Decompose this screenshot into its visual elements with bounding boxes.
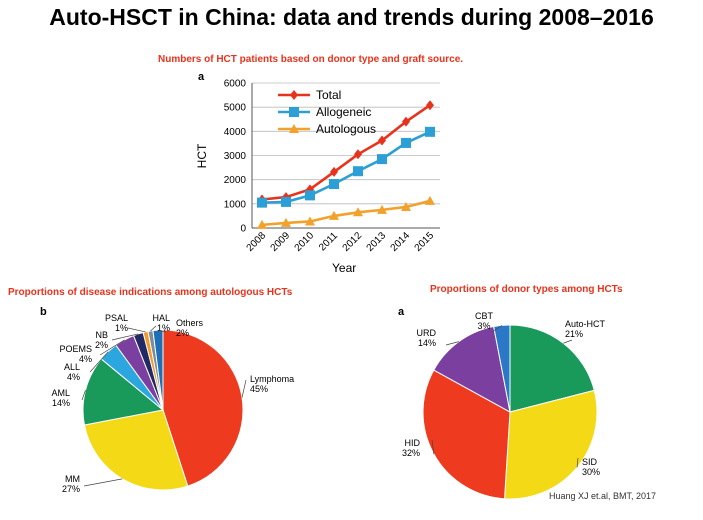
donor-pie-subtitle: Proportions of donor types among HCTs [430,284,623,295]
line-series-group [257,100,435,229]
line-y-tick-label: 3000 [224,151,247,162]
line-y-tick-label: 2000 [224,175,247,186]
data-point-total [378,135,386,146]
data-point-total [426,100,434,111]
line-y-tick-label: 1000 [224,199,247,210]
data-point-allogeneic [401,137,411,148]
data-point-autologous [257,219,267,229]
legend-label-allogeneic: Allogeneic [316,105,371,119]
data-point-allogeneic [329,179,339,190]
line-chart-subtitle: Numbers of HCT patients based on donor t… [158,54,464,65]
legend-label-total: Total [316,88,341,102]
line-y-tick-label: 0 [240,224,246,235]
data-point-allogeneic [377,154,387,165]
line-y-tick-label: 4000 [224,127,247,138]
series-line-total [261,104,431,201]
line-x-tick-label: 2015 [413,230,437,254]
series-line-autologous [261,199,431,227]
line-legend: Total Allogeneic Autologous [278,88,376,136]
line-x-tick-label: 2012 [341,230,365,254]
data-point-total [402,116,410,127]
line-x-tick-label: 2014 [389,230,413,254]
data-point-autologous [353,207,363,217]
data-point-autologous [329,210,339,220]
data-point-autologous [281,217,291,227]
data-point-allogeneic [305,190,315,201]
line-x-tick-label: 2011 [317,230,340,253]
line-y-tick-label: 5000 [224,103,247,114]
line-x-tick-label: 2008 [245,230,269,254]
data-point-allogeneic [281,196,291,207]
line-x-tick-label: 2013 [365,230,389,254]
data-point-autologous [401,201,411,211]
data-point-autologous [425,195,435,205]
data-point-total [330,166,338,177]
line-y-tick-label: 6000 [224,79,247,90]
data-point-autologous [377,204,387,214]
line-y-ticks: 0 1000 2000 3000 4000 5000 6000 [224,79,247,235]
data-point-total [354,149,362,160]
data-point-allogeneic [257,197,267,208]
legend-marker-total [290,90,298,100]
line-x-axis-label: Year [332,261,356,275]
source-credit: Huang XJ et.al, BMT, 2017 [549,491,657,501]
line-x-tick-label: 2009 [269,230,293,254]
data-point-allogeneic [425,126,435,137]
legend-marker-autologous [289,124,299,133]
line-x-ticks: 2008 2009 2010 2011 2012 2013 2014 2015 [245,230,437,254]
line-x-tick-label: 2010 [293,230,317,254]
legend-label-autologous: Autologous [316,122,376,136]
page-title: Auto-HSCT in China: data and trends duri… [49,4,654,30]
data-point-allogeneic [353,166,363,177]
disease-pie-subtitle: Proportions of disease indications among… [8,287,293,298]
legend-marker-allogeneic [289,107,299,117]
line-y-axis-label: HCT [195,143,209,168]
line-panel-label: a [198,71,205,83]
data-point-autologous [305,216,315,226]
